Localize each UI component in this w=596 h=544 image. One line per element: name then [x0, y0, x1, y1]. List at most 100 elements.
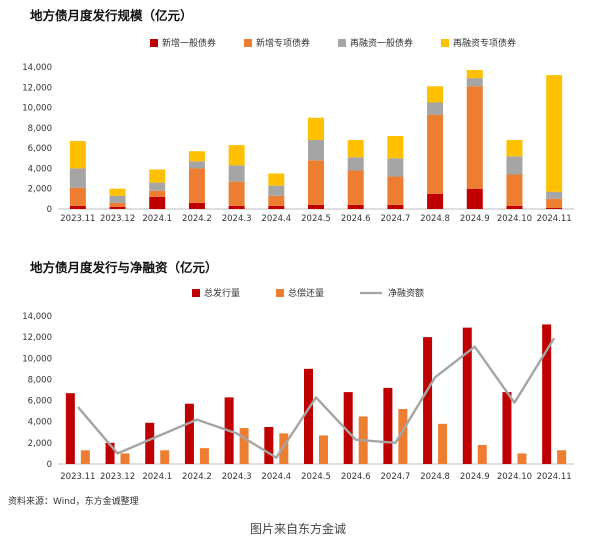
legend-swatch: [150, 39, 158, 47]
y-tick-label: 4,000: [28, 164, 52, 174]
bar: [423, 337, 433, 464]
x-tick-label: 2024.11: [537, 472, 572, 482]
x-tick-label: 2024.11: [537, 214, 572, 224]
x-tick-label: 2024.10: [497, 472, 532, 482]
bar-segment: [149, 190, 166, 197]
y-tick-label: 14,000: [22, 312, 52, 322]
bar: [398, 409, 408, 464]
bar-segment: [149, 196, 166, 209]
bar-segment: [109, 206, 126, 209]
bar-segment: [69, 187, 86, 206]
x-tick-label: 2024.6: [341, 472, 371, 482]
legend-swatch: [276, 289, 284, 297]
image-caption: 图片来自东方金诚: [250, 521, 346, 536]
bar-segment: [308, 160, 324, 205]
bar: [477, 444, 487, 464]
x-tick-label: 2024.7: [381, 214, 411, 224]
chart-title: 地方债月度发行与净融资（亿元）: [30, 260, 218, 275]
bar: [438, 423, 448, 464]
bar-segment: [228, 145, 245, 166]
x-tick-label: 2024.8: [420, 214, 450, 224]
bar-segment: [268, 173, 285, 186]
y-tick-label: 8,000: [28, 375, 52, 385]
bar: [319, 435, 328, 464]
bar-segment: [228, 165, 245, 182]
legend-label: 再融资一般债券: [350, 37, 413, 49]
bar-segment: [427, 193, 444, 209]
legend-swatch: [441, 39, 449, 47]
x-tick-label: 2024.9: [460, 214, 490, 224]
bar-segment: [188, 161, 205, 169]
bar-segment: [427, 86, 444, 103]
bar-segment: [387, 176, 404, 205]
x-tick-label: 2024.5: [301, 472, 331, 482]
y-tick-label: 8,000: [28, 124, 52, 134]
x-tick-label: 2024.4: [261, 472, 291, 482]
bar-segment: [308, 117, 324, 141]
bar-segment: [427, 114, 444, 194]
bar: [264, 427, 274, 464]
bar-segment: [188, 202, 205, 209]
x-tick-label: 2024.8: [420, 472, 450, 482]
bar-segment: [546, 207, 563, 209]
y-tick-label: 6,000: [28, 397, 52, 407]
bar: [199, 448, 209, 464]
bar: [502, 392, 512, 464]
x-tick-label: 2024.7: [381, 472, 411, 482]
bar-segment: [387, 204, 404, 209]
bar-segment: [347, 170, 364, 205]
bar: [160, 450, 170, 464]
bar-segment: [347, 157, 364, 171]
y-tick-label: 10,000: [22, 354, 52, 364]
bar: [65, 393, 75, 464]
legend-label: 净融资额: [388, 287, 424, 299]
legend-label: 总偿还量: [288, 287, 324, 299]
y-tick-label: 4,000: [28, 418, 52, 428]
bar: [304, 368, 313, 464]
y-tick-label: 12,000: [22, 333, 52, 343]
bar: [542, 324, 552, 464]
bar-segment: [149, 182, 166, 191]
bar-segment: [228, 205, 245, 209]
bar-segment: [506, 205, 523, 209]
x-tick-label: 2023.11: [60, 472, 95, 482]
bar-segment: [109, 195, 126, 203]
bar-segment: [546, 191, 563, 199]
bar-segment: [387, 135, 404, 159]
x-tick-label: 2024.9: [460, 472, 490, 482]
bar-segment: [188, 151, 205, 162]
bar-segment: [347, 140, 364, 158]
bar: [184, 403, 194, 464]
bar-segment: [308, 204, 324, 209]
bar: [239, 428, 249, 464]
bar-segment: [109, 188, 126, 196]
chart-title: 地方债月度发行规模（亿元）: [30, 8, 193, 23]
net-financing-line: [76, 337, 556, 459]
y-tick-label: 0: [47, 205, 52, 215]
x-tick-label: 2024.2: [182, 214, 212, 224]
bar-segment: [109, 202, 126, 207]
x-tick-label: 2023.12: [100, 214, 135, 224]
x-tick-label: 2024.2: [182, 472, 212, 482]
legend-label: 新增专项债券: [256, 37, 310, 49]
bar: [120, 453, 130, 464]
y-tick-label: 10,000: [22, 104, 52, 114]
bar-segment: [466, 70, 483, 79]
y-tick-label: 14,000: [22, 63, 52, 73]
y-tick-label: 2,000: [28, 439, 52, 449]
bar-segment: [149, 169, 166, 183]
bar: [343, 392, 353, 464]
x-tick-label: 2023.12: [100, 472, 135, 482]
y-tick-label: 6,000: [28, 144, 52, 154]
bar-segment: [466, 78, 483, 87]
x-tick-label: 2024.5: [301, 214, 331, 224]
legend-label: 新增一般债券: [162, 37, 216, 49]
bar-segment: [546, 75, 563, 192]
bar-segment: [506, 174, 523, 206]
bar-segment: [506, 156, 523, 175]
bar-segment: [69, 168, 86, 188]
bar: [145, 422, 155, 464]
x-tick-label: 2024.3: [222, 214, 252, 224]
bar: [279, 433, 289, 464]
bar: [517, 453, 527, 464]
